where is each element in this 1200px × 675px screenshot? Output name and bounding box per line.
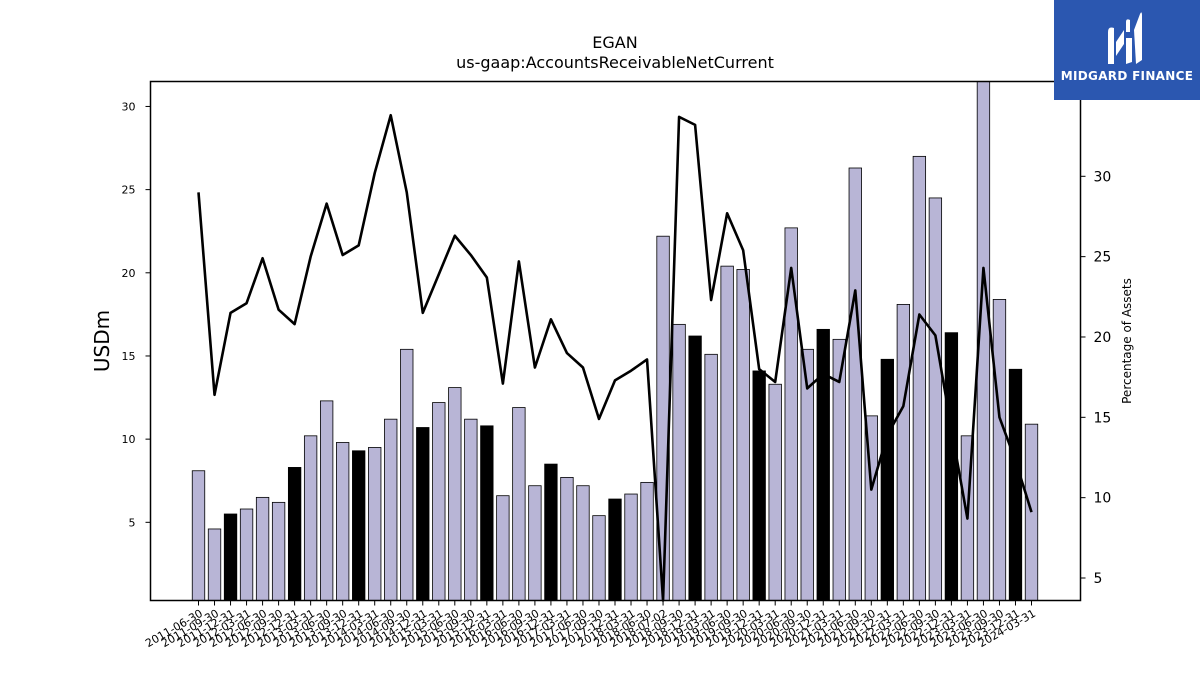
bar (784, 227, 798, 601)
bar (736, 269, 750, 601)
bar (592, 515, 606, 601)
bar (896, 303, 910, 601)
bar (271, 501, 286, 601)
chart-subtitle: us-gaap:AccountsReceivableNetCurrent (456, 53, 774, 72)
y2-tick-label: 10 (1094, 491, 1112, 507)
bar (928, 197, 943, 601)
bar (848, 167, 862, 601)
bar (191, 470, 206, 601)
y-tick-label: 15 (122, 350, 136, 363)
bar (352, 450, 366, 601)
y-tick-label: 25 (122, 184, 136, 197)
y2-tick-label: 20 (1094, 330, 1112, 346)
bar (768, 383, 782, 601)
bar (912, 155, 927, 601)
bar (384, 418, 398, 601)
bar (752, 370, 766, 601)
bar (624, 493, 638, 601)
bar (528, 485, 542, 601)
logo-mark-icon (1108, 12, 1142, 64)
y2-tick-label: 25 (1094, 250, 1112, 266)
bar (720, 265, 734, 601)
bar (416, 427, 430, 601)
bar (368, 447, 382, 601)
bar (816, 328, 830, 601)
bar (464, 418, 478, 601)
y-axis-label: USDm (90, 310, 114, 372)
bar (512, 407, 526, 601)
bar (336, 442, 350, 601)
y-tick-label: 10 (122, 433, 136, 446)
bar (1008, 368, 1023, 601)
bar (255, 496, 270, 601)
bar (448, 387, 462, 601)
bar (480, 425, 494, 601)
bar (560, 476, 574, 601)
bar (319, 400, 334, 601)
y2-tick-label: 5 (1094, 571, 1103, 587)
bar (1024, 423, 1039, 601)
y2-axis-label: Percentage of Assets (1120, 278, 1134, 404)
logo-text: MIDGARD FINANCE (1060, 69, 1194, 83)
bar (239, 508, 254, 601)
bar (880, 358, 894, 601)
y2-tick-label: 30 (1094, 169, 1112, 185)
bar (223, 513, 238, 601)
bar (640, 481, 654, 601)
bar (576, 485, 590, 601)
bar (496, 495, 510, 601)
bar (608, 498, 622, 601)
y-tick-label: 5 (129, 516, 136, 529)
bar (672, 323, 686, 601)
bar (400, 348, 414, 601)
y2-tick-label: 15 (1094, 410, 1112, 426)
bar (207, 528, 222, 601)
bar (944, 332, 959, 601)
bar (432, 402, 446, 601)
bar (303, 435, 318, 601)
bar (688, 335, 702, 601)
bar (992, 299, 1007, 601)
y-tick-label: 30 (122, 100, 136, 113)
midgard-finance-logo: MIDGARD FINANCE (1054, 0, 1200, 100)
y-tick-label: 20 (122, 267, 136, 280)
bar (287, 467, 302, 601)
bar (544, 463, 558, 601)
bar (704, 353, 718, 601)
chart-title: EGAN (592, 33, 637, 52)
